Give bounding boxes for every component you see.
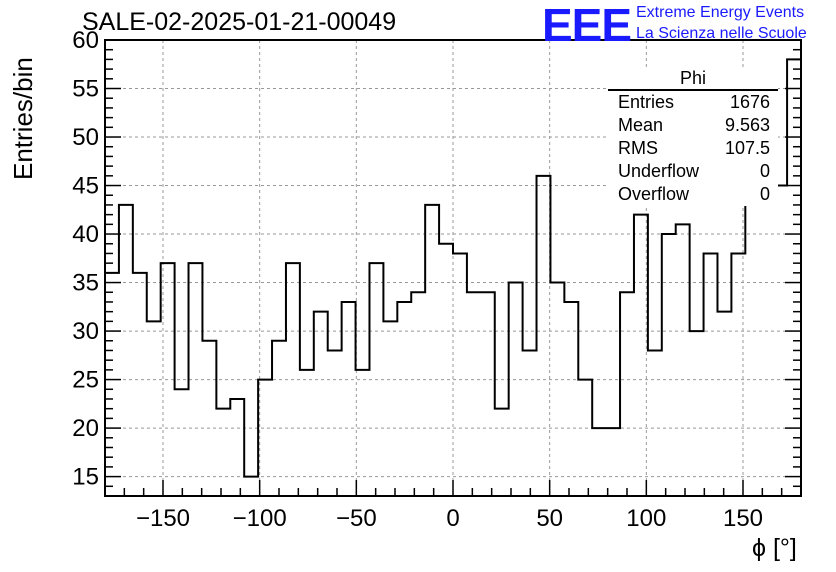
stats-label: Mean xyxy=(618,115,664,135)
y-tick-label: 55 xyxy=(72,76,99,103)
stats-value: 0 xyxy=(759,161,770,181)
stats-label: Overflow xyxy=(618,184,690,204)
chart-title: SALE-02-2025-01-21-00049 xyxy=(82,8,397,36)
stats-row-entries: Entries 1676 xyxy=(608,91,778,114)
stats-value: 0 xyxy=(759,184,770,204)
logo-line-1: Extreme Energy Events xyxy=(636,4,805,21)
y-tick-label: 20 xyxy=(72,415,99,442)
x-tick-label: 50 xyxy=(536,505,563,532)
y-tick-label: 40 xyxy=(72,221,99,248)
axis-tick-labels: −150 −100 −50 0 50 100 150 15 20 25 30 35 40 45 50 55 60 xyxy=(72,27,763,532)
y-tick-label: 15 xyxy=(72,464,99,491)
y-tick-label: 30 xyxy=(72,318,99,345)
stats-row-underflow: Underflow 0 xyxy=(608,160,778,183)
stats-label: Entries xyxy=(618,92,675,112)
x-tick-label: 150 xyxy=(723,505,763,532)
stats-box-title: Phi xyxy=(608,68,778,91)
x-tick-label: −100 xyxy=(233,505,287,532)
histogram-outline xyxy=(105,58,801,478)
stats-row-overflow: Overflow 0 xyxy=(608,183,778,206)
stats-row-mean: Mean 9.563 xyxy=(608,114,778,137)
y-axis-label: Entries/bin xyxy=(8,57,38,180)
axis-ticks xyxy=(104,39,802,497)
stats-value: 1676 xyxy=(729,92,770,112)
x-tick-label: 100 xyxy=(626,505,666,532)
stats-label: RMS xyxy=(618,138,658,158)
y-tick-label: 60 xyxy=(72,27,99,54)
stats-label: Underflow xyxy=(618,161,700,181)
x-tick-label: 0 xyxy=(446,505,459,532)
x-tick-label: −150 xyxy=(136,505,190,532)
stats-value: 107.5 xyxy=(724,138,770,158)
stats-box: Phi Entries 1676 Mean 9.563 RMS 107.5 Un… xyxy=(608,68,778,206)
y-tick-label: 45 xyxy=(72,173,99,200)
x-axis-label: ϕ [°] xyxy=(752,534,797,562)
logo-line-2: La Scienza nelle Scuole xyxy=(636,25,807,42)
stats-value: 9.563 xyxy=(724,115,770,135)
y-tick-label: 50 xyxy=(72,124,99,151)
eee-logo: EEE xyxy=(542,0,632,51)
stats-row-rms: RMS 107.5 xyxy=(608,137,778,160)
y-tick-label: 35 xyxy=(72,270,99,297)
y-tick-label: 25 xyxy=(72,367,99,394)
x-tick-label: −50 xyxy=(336,505,377,532)
